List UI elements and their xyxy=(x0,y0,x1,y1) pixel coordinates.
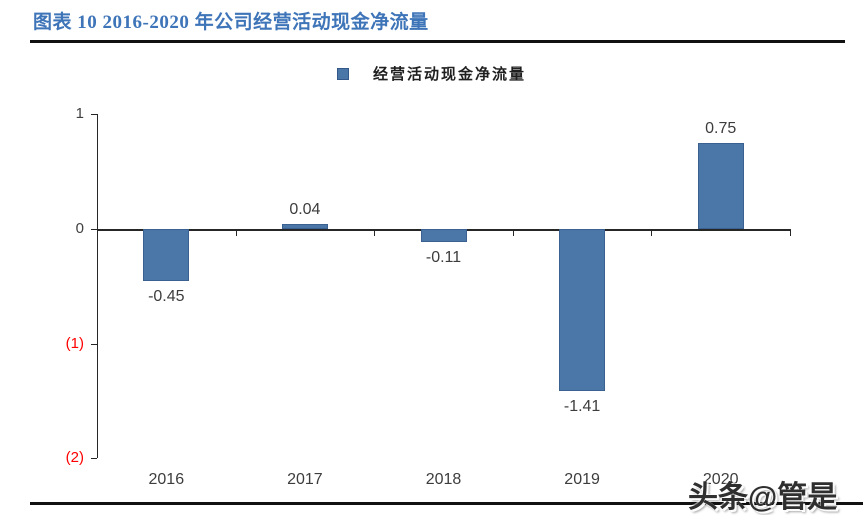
x-axis-category-label: 2018 xyxy=(425,471,462,488)
bar-2018 xyxy=(420,229,467,242)
bar-value-label: -1.41 xyxy=(563,397,601,415)
bar-2020 xyxy=(697,142,744,229)
bar-value-label: 0.75 xyxy=(705,119,737,137)
bar-value-label: 0.04 xyxy=(289,201,321,219)
legend-label: 经营活动现金净流量 xyxy=(372,67,526,83)
y-axis-tick xyxy=(91,114,97,116)
x-axis-tick xyxy=(651,229,653,236)
figure-title: 图表 10 2016-2020 年公司经营活动现金净流量 xyxy=(33,12,429,33)
y-axis-line xyxy=(97,114,98,459)
y-axis-tick xyxy=(91,229,97,230)
bar-2017 xyxy=(281,224,328,229)
y-axis-tick-label: 1 xyxy=(75,105,84,123)
y-axis-tick-label: (2) xyxy=(65,449,84,467)
title-underline xyxy=(30,40,845,43)
y-axis-tick-label: (1) xyxy=(65,334,84,352)
y-axis-tick xyxy=(91,458,97,460)
x-axis-category-label: 2017 xyxy=(287,471,323,488)
x-axis-category-label: 2019 xyxy=(564,471,600,488)
x-axis-category-label: 2016 xyxy=(148,471,185,488)
x-axis-tick xyxy=(235,229,237,236)
footer-rule xyxy=(30,502,863,505)
legend-swatch-icon xyxy=(336,67,349,80)
watermark: 头条@管是 xyxy=(688,481,838,514)
y-axis-tick-label: 0 xyxy=(75,220,84,237)
chart-legend: 经营活动现金净流量 xyxy=(0,63,863,84)
bar-2019 xyxy=(559,229,606,391)
bar-value-label: -0.45 xyxy=(148,287,185,305)
x-axis-tick xyxy=(512,229,514,236)
y-axis-tick xyxy=(91,343,97,345)
x-axis-tick xyxy=(790,229,791,236)
bar-value-label: -0.11 xyxy=(425,248,462,266)
x-axis-tick xyxy=(374,229,376,236)
x-axis-category-label: 2020 xyxy=(702,471,739,488)
bar-2016 xyxy=(143,229,190,281)
